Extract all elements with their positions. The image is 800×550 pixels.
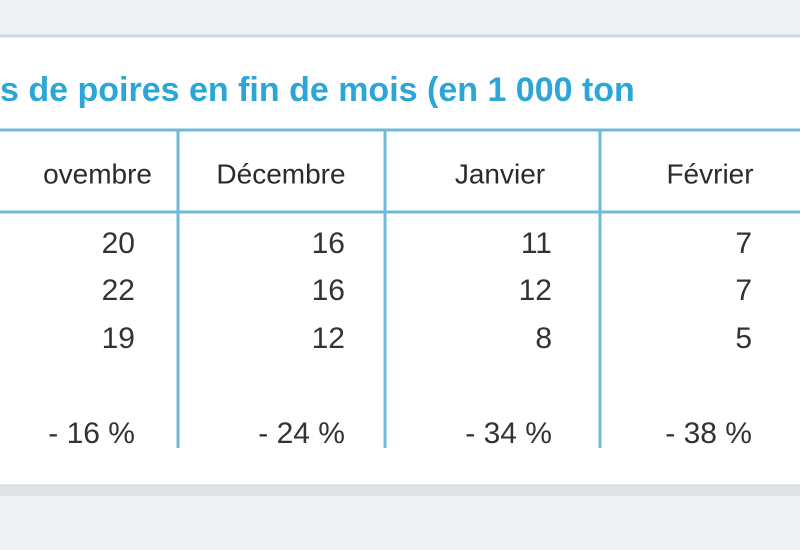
table-cell: 12	[312, 322, 345, 355]
table-cell: 7	[735, 274, 752, 307]
panel	[0, 34, 800, 488]
table-cell: - 34 %	[465, 417, 552, 450]
table-cell: 16	[312, 274, 345, 307]
table-cell: - 38 %	[665, 417, 752, 450]
table-title: s de poires en fin de mois (en 1 000 ton	[0, 71, 635, 109]
column-header: Février	[666, 158, 753, 189]
panel-shadow	[0, 486, 800, 496]
table-cell: 20	[102, 227, 135, 260]
table-cell: - 24 %	[258, 417, 345, 450]
table-cell: 19	[102, 322, 135, 355]
table-cell: 7	[735, 227, 752, 260]
table-cell: 16	[312, 227, 345, 260]
table-cell: 12	[519, 274, 552, 307]
table-cell: 5	[735, 322, 752, 355]
table-cell: 8	[535, 322, 552, 355]
column-header: ovembre	[43, 158, 152, 189]
table-cell: - 16 %	[48, 417, 135, 450]
table-cell: 11	[521, 227, 552, 260]
column-header: Décembre	[216, 158, 345, 189]
column-header: Janvier	[455, 158, 545, 189]
table-cell: 22	[102, 274, 135, 307]
